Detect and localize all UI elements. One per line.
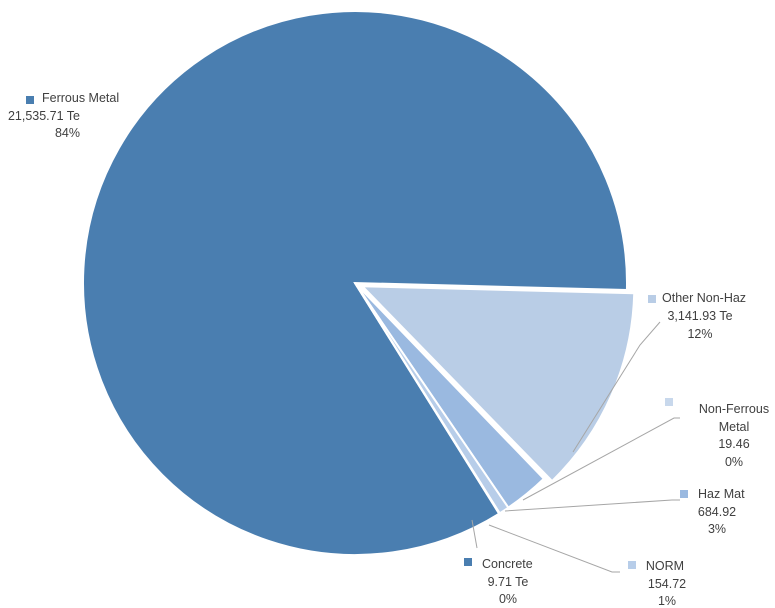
legend-key-haz-mat	[680, 490, 688, 498]
label-norm-value: 154.72	[648, 577, 686, 591]
legend-key-non-ferrous-metal	[665, 398, 673, 406]
label-non-ferrous-metal-name-line-2: Metal	[719, 420, 750, 434]
label-haz-mat-value: 684.92	[698, 505, 736, 519]
label-norm-percent: 1%	[658, 594, 676, 608]
leader-line-concrete	[471, 519, 478, 549]
label-other-non-haz-name: Other Non-Haz	[662, 291, 746, 305]
label-norm-name: NORM	[646, 559, 684, 573]
pie-slices	[82, 10, 636, 556]
label-ferrous-metal-name: Ferrous Metal	[42, 91, 119, 105]
label-non-ferrous-metal-name-line-1: Non-Ferrous	[699, 402, 769, 416]
label-non-ferrous-metal-value: 19.46	[718, 437, 749, 451]
label-non-ferrous-metal-percent: 0%	[725, 455, 743, 469]
leader-line-haz-mat	[504, 499, 680, 512]
label-ferrous-metal-percent: 84%	[55, 126, 80, 140]
label-other-non-haz-value: 3,141.93 Te	[667, 309, 732, 323]
slice-other-non-haz	[359, 285, 636, 483]
label-haz-mat-percent: 3%	[708, 522, 726, 536]
data-labels: Ferrous Metal 21,535.71 Te 84% Other Non-Ha…	[8, 91, 769, 608]
slice-concrete	[354, 282, 502, 516]
legend-key-ferrous-metal	[26, 96, 34, 104]
label-ferrous-metal-value: 21,535.71 Te	[8, 109, 80, 123]
leader-line-norm	[488, 524, 620, 573]
legend-key-concrete	[464, 558, 472, 566]
label-concrete-percent: 0%	[499, 592, 517, 606]
leader-lines	[471, 321, 680, 573]
label-concrete-value: 9.71 Te	[488, 575, 529, 589]
label-other-non-haz-percent: 12%	[687, 327, 712, 341]
legend-key-other-non-haz	[648, 295, 656, 303]
leader-line-non-ferrous-metal	[522, 417, 680, 501]
label-haz-mat-name: Haz Mat	[698, 487, 745, 501]
legend-key-norm	[628, 561, 636, 569]
leader-line-other-non-haz	[572, 321, 661, 453]
label-concrete-name: Concrete	[482, 557, 533, 571]
